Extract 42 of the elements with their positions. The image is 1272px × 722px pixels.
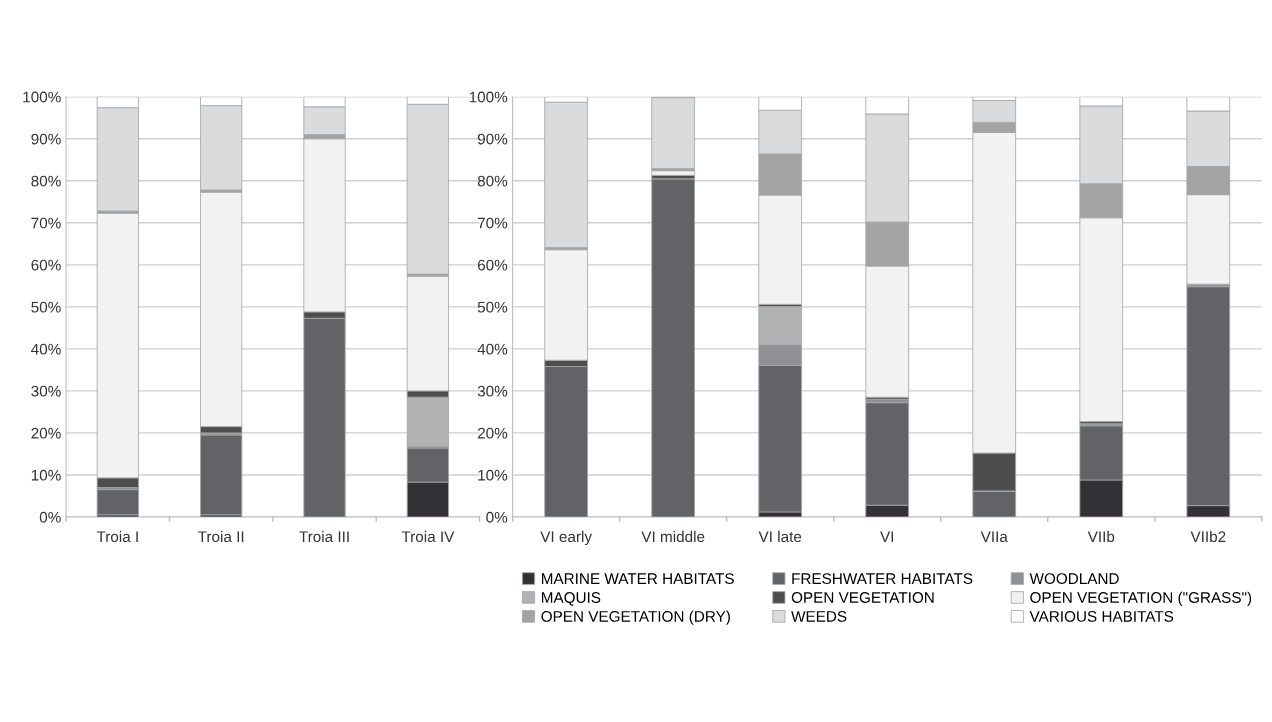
y-tick-label: 90% [477, 133, 508, 145]
y-tick-label: 50% [477, 301, 508, 313]
x-tick-label: VI late [758, 530, 802, 543]
legend-label: MARINE WATER HABITATS [541, 573, 734, 585]
y-tick-label: 30% [477, 385, 508, 397]
legend-label: WOODLAND [1029, 573, 1119, 585]
x-tick-label: VIIb2 [1190, 530, 1226, 543]
x-tick-label: Troia III [299, 530, 349, 543]
y-tick-label: 30% [31, 385, 61, 397]
y-tick-label: 40% [31, 343, 61, 355]
y-tick-label: 40% [477, 343, 508, 355]
x-tick-label: VIIa [980, 531, 1008, 543]
legend-label: OPEN VEGETATION [791, 592, 934, 603]
legend-label: OPEN VEGETATION (DRY) [541, 610, 730, 625]
y-tick-label: 100% [23, 91, 61, 103]
x-tick-label: VI middle [641, 530, 705, 543]
x-tick-label: Troia I [96, 530, 138, 543]
y-tick-label: 50% [31, 301, 61, 313]
y-tick-label: 20% [477, 427, 508, 439]
y-tick-label: 0% [486, 511, 508, 523]
legend-label: MAQUIS [541, 592, 601, 606]
y-tick-label: 0% [39, 511, 61, 523]
y-tick-label: 10% [31, 469, 61, 481]
y-tick-label: 10% [478, 469, 508, 481]
y-tick-label: 90% [31, 133, 61, 145]
y-tick-label: 80% [477, 175, 508, 187]
legend-label: OPEN VEGETATION ("GRASS") [1030, 591, 1252, 606]
y-tick-label: 80% [31, 175, 61, 187]
x-tick-label: VIIb [1087, 530, 1115, 543]
y-tick-label: 20% [31, 427, 61, 439]
y-tick-label: 60% [477, 259, 508, 271]
legend-label: FRESHWATER HABITATS [792, 573, 973, 585]
x-tick-label: VI [880, 531, 894, 542]
x-tick-label: Troia II [198, 530, 244, 543]
legend-label: WEEDS [791, 611, 847, 622]
x-tick-label: Troia IV [401, 530, 455, 543]
y-tick-label: 60% [31, 259, 61, 271]
y-tick-label: 70% [31, 217, 61, 229]
legend-label: VARIOUS HABITATS [1029, 611, 1174, 622]
x-tick-label: VI early [540, 530, 592, 546]
y-tick-label: 70% [477, 217, 508, 229]
y-tick-label: 100% [469, 91, 508, 103]
